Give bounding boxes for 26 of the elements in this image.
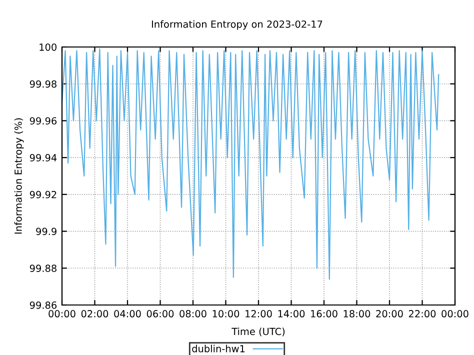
y-tick-label: 99.98	[30, 80, 56, 88]
legend-label: dublin-hw1	[192, 344, 245, 352]
x-tick-label: 08:00	[180, 310, 206, 318]
line-series	[62, 48, 440, 280]
y-tick-label: 99.9	[36, 228, 56, 236]
x-axis-title: Time (UTC)	[232, 328, 285, 336]
x-tick-label: 18:00	[344, 310, 370, 318]
chart-subtitle: Information Entropy on 2023-02-17	[152, 20, 322, 30]
x-tick-label: 22:00	[408, 310, 436, 318]
y-axis-title: Information Entropy (%)	[14, 118, 24, 234]
x-tick-label: 12:00	[246, 310, 272, 318]
y-tick-label: 99.92	[30, 190, 56, 198]
x-tick-label: 16:00	[311, 310, 338, 318]
y-tick-label: 100	[40, 43, 56, 51]
y-tick-label: 99.94	[30, 154, 57, 162]
x-tick-label: 14:00	[278, 310, 305, 318]
x-tick-label: 00:00	[442, 310, 468, 318]
x-tick-label: 04:00	[114, 310, 141, 318]
x-tick-label: 02:00	[81, 310, 108, 318]
x-tick-label: 00:00	[48, 310, 76, 318]
x-tick-label: 20:00	[376, 310, 403, 318]
y-tick-label: 99.96	[30, 117, 57, 125]
y-tick-label: 99.86	[30, 301, 57, 309]
x-tick-label: 06:00	[146, 310, 174, 318]
y-tick-label: 99.88	[30, 264, 56, 272]
x-tick-label: 10:00	[212, 310, 240, 318]
